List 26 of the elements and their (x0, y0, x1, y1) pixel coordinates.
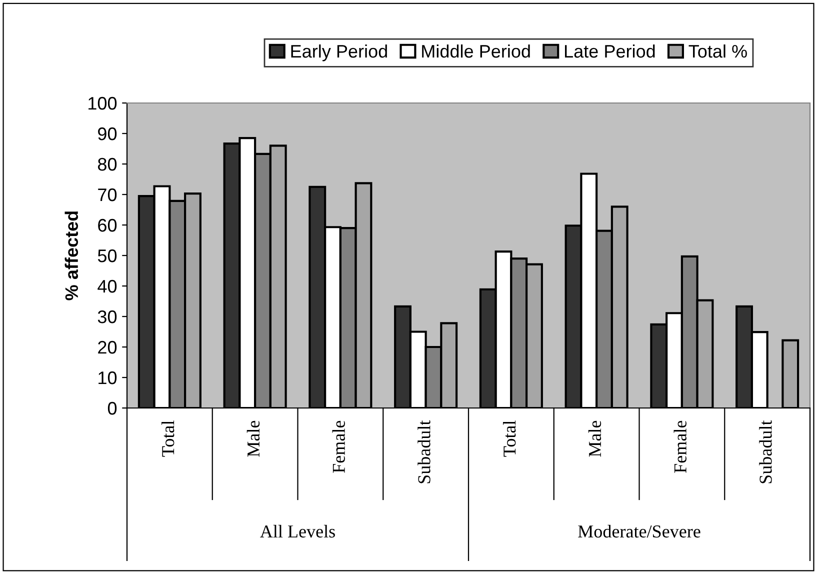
y-tick-label: 50 (98, 249, 117, 262)
legend-label: Total % (688, 44, 747, 58)
y-tick-label: 90 (98, 127, 117, 140)
x-tick-label: Subadult (759, 420, 772, 484)
y-axis-title: % affected (64, 212, 78, 300)
legend-label: Late Period (564, 44, 655, 58)
y-tick-label: 0 (108, 402, 117, 415)
text: Moderate/Severe (578, 524, 700, 538)
x-tick-label: Female (332, 420, 345, 473)
y-tick-label: 100 (88, 96, 117, 110)
x-tick-label: Total (503, 420, 516, 457)
x-tick-label: Total (162, 420, 174, 457)
y-tick-label: 20 (98, 340, 117, 354)
x-tick-label: Male (588, 420, 602, 457)
y-tick-label: 40 (98, 280, 117, 293)
y-tick-label: 10 (98, 371, 117, 384)
legend-label: Early Period (291, 44, 387, 62)
y-tick-label: 70 (98, 188, 117, 202)
text: All Levels (260, 524, 335, 538)
y-tick-label: 30 (98, 310, 117, 324)
y-tick-label: 60 (98, 218, 117, 232)
x-tick-label: Male (246, 420, 260, 457)
legend-label: Middle Period (422, 44, 530, 58)
y-tick-label: 80 (98, 158, 117, 171)
x-tick-label: Female (674, 420, 686, 473)
x-tick-label: Subadult (418, 420, 430, 484)
